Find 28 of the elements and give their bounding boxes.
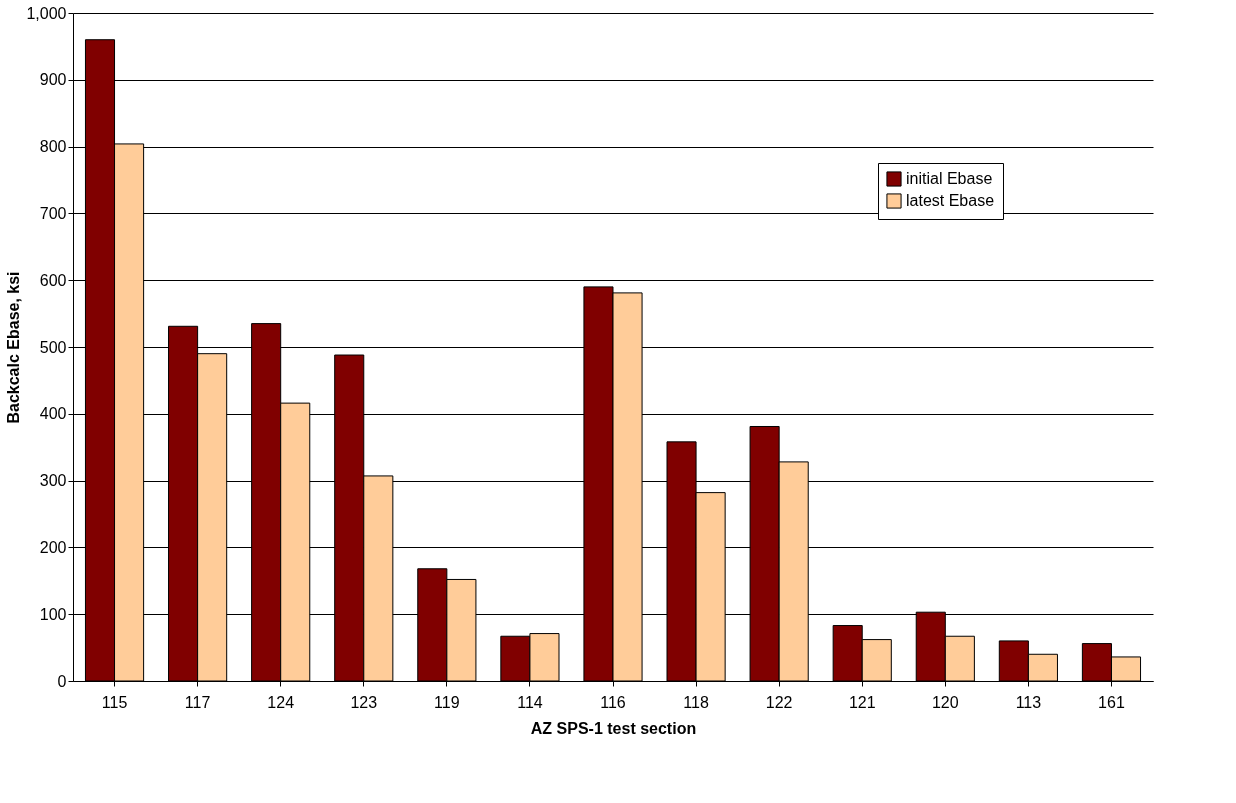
y-tick-label: 200	[39, 538, 67, 556]
x-tick-label: 119	[434, 693, 460, 711]
x-tick-label: 161	[1098, 693, 1125, 711]
y-tick-label: 600	[39, 271, 67, 289]
y-tick-label: 1,000	[26, 4, 67, 22]
x-tick-label: 115	[101, 693, 128, 711]
y-axis-title: Backcalc Ebase, ksi	[5, 271, 23, 424]
legend-label: latest Ebase	[906, 192, 995, 209]
y-tick-label: 700	[39, 204, 67, 222]
x-tick-label: 123	[350, 693, 378, 711]
y-tick-label: 800	[39, 138, 67, 156]
x-tick-label: 117	[184, 693, 211, 711]
x-tick-label: 121	[848, 693, 876, 711]
y-tick-label: 500	[39, 338, 67, 356]
x-tick-label: 122	[765, 693, 793, 711]
y-tick-label: 300	[39, 472, 67, 490]
y-tick-label: 100	[39, 605, 67, 623]
x-tick-label: 124	[267, 693, 295, 711]
y-tick-label: 900	[39, 71, 67, 89]
x-tick-label: 116	[600, 693, 626, 711]
y-tick-label: 0	[57, 672, 67, 690]
x-tick-label: 114	[517, 693, 543, 711]
y-tick-label: 400	[39, 405, 67, 423]
x-tick-label: 120	[931, 693, 959, 711]
x-axis-title: AZ SPS-1 test section	[530, 719, 697, 737]
legend-label: initial Ebase	[906, 170, 993, 187]
x-tick-label: 118	[683, 693, 709, 711]
x-tick-label: 113	[1015, 693, 1042, 711]
